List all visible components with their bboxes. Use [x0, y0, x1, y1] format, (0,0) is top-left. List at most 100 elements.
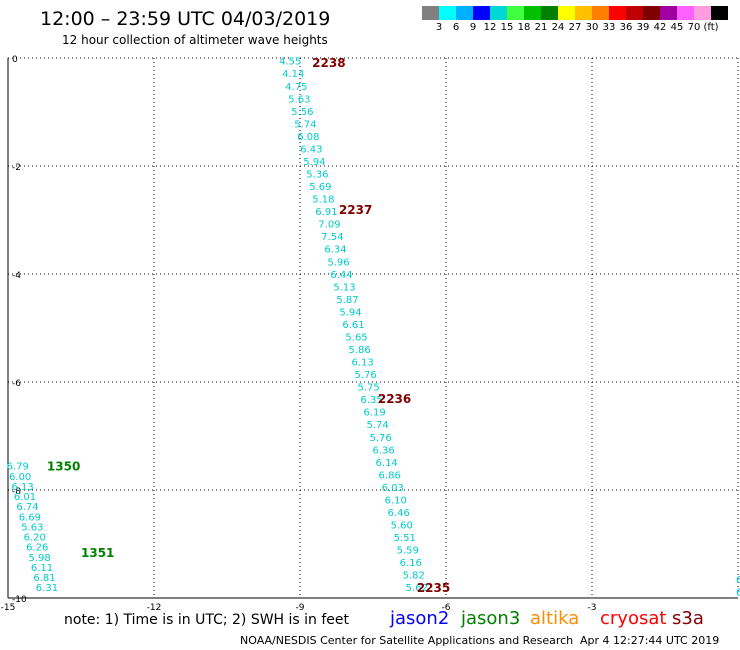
track2-value: 6.81 — [33, 573, 55, 584]
track2-value: 6.11 — [31, 563, 53, 574]
track1-value: 5.18 — [312, 195, 334, 206]
edge-value: 6 — [736, 575, 740, 586]
track1-value: 6.61 — [342, 320, 364, 331]
x-tick-label: -9 — [296, 603, 305, 613]
track1-value: 5.13 — [333, 282, 355, 293]
track1-value: 6.08 — [297, 132, 319, 143]
scale-swatch — [592, 6, 609, 20]
scale-swatch — [575, 6, 592, 20]
scale-label: 15 — [500, 22, 514, 33]
track1-value: 6.14 — [376, 458, 398, 469]
track1-value: 5.75 — [357, 383, 379, 394]
scale-swatch — [711, 6, 728, 20]
track1-value: 5.76 — [370, 433, 392, 444]
time-label: 2238 — [312, 56, 345, 70]
scale-swatch — [456, 6, 473, 20]
scale-label: 45 — [670, 22, 684, 33]
track2-value: 6.13 — [11, 482, 33, 493]
track2-value: 6.00 — [9, 472, 31, 483]
track2-value: 6.20 — [24, 533, 46, 544]
scale-swatch — [643, 6, 660, 20]
scale-label: 3 — [435, 22, 443, 33]
track1-value: 6.44 — [330, 270, 352, 281]
time-label: 2237 — [339, 203, 372, 217]
track1-value: 6.36 — [373, 445, 395, 456]
track2-value: 5.63 — [21, 522, 43, 533]
y-tick-label: -4 — [12, 271, 21, 281]
page-subtitle: 12 hour collection of altimeter wave hei… — [62, 33, 328, 47]
scale-swatch — [660, 6, 677, 20]
track1-value: 6.34 — [324, 245, 346, 256]
y-tick-label: -8 — [12, 487, 21, 497]
track1-value: 6.35 — [360, 395, 382, 406]
track1-value: 5.74 — [294, 119, 316, 130]
scale-label: 18 — [517, 22, 531, 33]
track1-value: 5.74 — [367, 420, 389, 431]
track1-value: 5.63 — [288, 94, 310, 105]
scale-swatch — [524, 6, 541, 20]
x-tick-label: -3 — [588, 603, 597, 613]
scale-label: 70 — [687, 22, 701, 33]
track1-value: 5.62 — [406, 583, 428, 594]
track2-value: 6.74 — [16, 502, 38, 513]
track1-value: 5.96 — [327, 257, 349, 268]
track2-value: 6.79 — [7, 462, 29, 473]
track1-value: 6.03 — [382, 483, 404, 494]
track1-value: 5.69 — [309, 182, 331, 193]
scale-swatch — [422, 6, 439, 20]
scale-swatch — [694, 6, 711, 20]
edge-value: 6 — [736, 588, 740, 599]
scale-label: 12 — [483, 22, 497, 33]
scale-label: 21 — [534, 22, 548, 33]
legend-jason3: jason3 — [461, 608, 521, 629]
x-tick-label: -15 — [1, 603, 16, 613]
track2-value: 6.31 — [36, 583, 58, 594]
scale-label: 36 — [619, 22, 633, 33]
time-label: 1350 — [47, 460, 80, 474]
y-tick-label: -2 — [12, 163, 21, 173]
scale-swatch — [473, 6, 490, 20]
track1-value: 5.94 — [303, 157, 325, 168]
scale-label: (ft) — [703, 22, 719, 33]
track2-value: 5.98 — [29, 553, 51, 564]
scale-swatch — [507, 6, 524, 20]
track1-value: 6.10 — [385, 495, 407, 506]
time-label: 2235 — [417, 581, 450, 595]
scale-label: 39 — [636, 22, 650, 33]
scale-swatch — [490, 6, 507, 20]
scale-swatch — [609, 6, 626, 20]
track1-value: 4.55 — [279, 57, 301, 68]
scale-swatch — [626, 6, 643, 20]
scale-swatch — [558, 6, 575, 20]
track1-value: 5.36 — [306, 170, 328, 181]
y-tick-label: -10 — [12, 595, 27, 605]
scale-label: 33 — [602, 22, 616, 33]
track1-value: 6.91 — [315, 207, 337, 218]
legend-cryosat: cryosat — [600, 608, 667, 629]
y-tick-label: -6 — [12, 379, 21, 389]
track1-value: 5.65 — [345, 332, 367, 343]
legend-jason2: jason2 — [390, 608, 450, 629]
track1-value: 5.86 — [348, 345, 370, 356]
track1-value: 5.82 — [403, 571, 425, 582]
track1-value: 5.59 — [397, 546, 419, 557]
track1-value: 6.13 — [351, 358, 373, 369]
track1-value: 7.09 — [318, 220, 340, 231]
scale-label: 6 — [452, 22, 460, 33]
x-tick-label: -12 — [147, 603, 162, 613]
track2-value: 6.69 — [19, 512, 41, 523]
footer-note: note: 1) Time is in UTC; 2) SWH is in fe… — [64, 612, 350, 628]
track1-value: 5.56 — [291, 107, 313, 118]
scale-label: 30 — [585, 22, 599, 33]
track1-value: 7.54 — [321, 232, 343, 243]
track1-value: 5.76 — [354, 370, 376, 381]
legend-altika: altika — [530, 608, 580, 629]
scale-label: 27 — [568, 22, 582, 33]
time-label: 2236 — [378, 392, 411, 406]
time-label: 1351 — [81, 546, 114, 560]
scale-swatch — [439, 6, 456, 20]
track1-value: 6.43 — [300, 144, 322, 155]
track1-value: 5.87 — [336, 295, 358, 306]
track1-value: 5.94 — [339, 307, 361, 318]
track1-value: 4.75 — [285, 82, 307, 93]
